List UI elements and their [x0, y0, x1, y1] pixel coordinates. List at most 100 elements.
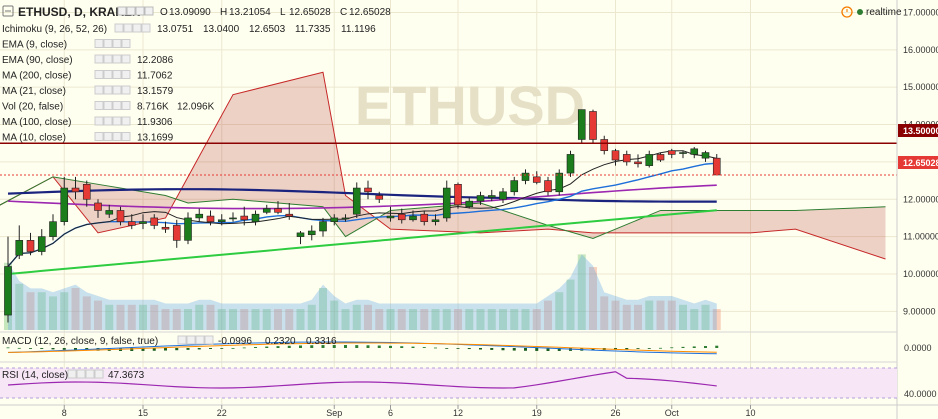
- settings-icon[interactable]: [144, 6, 154, 16]
- candle[interactable]: [521, 169, 530, 185]
- legend-action-icon[interactable]: [94, 116, 104, 126]
- candle[interactable]: [195, 208, 204, 222]
- legend-row[interactable]: MA (10, close) 13.1699: [2, 132, 174, 144]
- candle[interactable]: [262, 204, 271, 215]
- candle[interactable]: [645, 150, 654, 168]
- candle[interactable]: [4, 236, 12, 323]
- candle[interactable]: [667, 148, 676, 159]
- clock-icon[interactable]: [841, 6, 853, 18]
- legend-action-icon[interactable]: [121, 39, 131, 48]
- candle[interactable]: [397, 208, 406, 224]
- legend-action-icon[interactable]: [141, 23, 151, 33]
- candle[interactable]: [71, 176, 80, 200]
- legend-action-icon[interactable]: [103, 70, 113, 79]
- legend-row[interactable]: MA (100, close) 11.9306: [2, 116, 173, 128]
- legend-action-icon[interactable]: [103, 85, 113, 95]
- candle[interactable]: [701, 150, 710, 162]
- candle[interactable]: [532, 171, 541, 185]
- legend-action-icon[interactable]: [112, 70, 122, 79]
- macd-action-icon[interactable]: [204, 335, 214, 345]
- legend-action-icon[interactable]: [94, 101, 104, 110]
- candle[interactable]: [589, 109, 597, 144]
- candle[interactable]: [634, 154, 642, 168]
- candle[interactable]: [487, 189, 496, 202]
- legend-action-icon[interactable]: [112, 85, 122, 95]
- legend-action-icon[interactable]: [94, 54, 104, 64]
- legend-row[interactable]: Vol (20, false) 8.716K 12.096K: [2, 101, 215, 113]
- legend-action-icon[interactable]: [103, 54, 113, 64]
- candle[interactable]: [386, 206, 395, 222]
- indicator-legend[interactable]: Ichimoku (9, 26, 52, 26) 13.0751 13.0400 12…: [2, 23, 376, 144]
- candle[interactable]: [454, 182, 462, 209]
- legend-action-icon[interactable]: [94, 70, 104, 79]
- legend-action-icon[interactable]: [121, 85, 131, 95]
- collapse-icon[interactable]: [2, 5, 14, 17]
- candlesticks[interactable]: [4, 109, 721, 323]
- legend-action-icon[interactable]: [94, 132, 104, 141]
- candle[interactable]: [364, 180, 372, 200]
- candle[interactable]: [622, 150, 631, 166]
- candle[interactable]: [296, 231, 305, 245]
- candle[interactable]: [172, 219, 181, 248]
- legend-action-icon[interactable]: [103, 116, 113, 126]
- candle[interactable]: [37, 229, 46, 256]
- legend-action-icon[interactable]: [103, 39, 113, 48]
- candle[interactable]: [566, 150, 575, 177]
- candle[interactable]: [476, 191, 485, 205]
- candle[interactable]: [251, 210, 260, 226]
- candle[interactable]: [285, 202, 294, 220]
- legend-row[interactable]: MA (21, close) 13.1579: [2, 85, 174, 97]
- legend-row[interactable]: Ichimoku (9, 26, 52, 26) 13.0751 13.0400 12…: [2, 23, 376, 35]
- candle[interactable]: [127, 214, 136, 230]
- legend-row[interactable]: EMA (9, close): [2, 39, 131, 51]
- legend-action-icon[interactable]: [103, 101, 113, 110]
- candle[interactable]: [465, 197, 474, 209]
- legend-action-icon[interactable]: [123, 23, 133, 33]
- macd-action-icon[interactable]: [186, 335, 196, 345]
- legend-action-icon[interactable]: [94, 39, 104, 48]
- candle[interactable]: [499, 188, 507, 203]
- candle[interactable]: [94, 199, 102, 218]
- candle[interactable]: [375, 191, 384, 203]
- candle[interactable]: [26, 232, 35, 256]
- rsi-action-icon[interactable]: [67, 369, 77, 379]
- candle[interactable]: [82, 180, 91, 207]
- candle[interactable]: [679, 150, 687, 159]
- legend-action-icon[interactable]: [132, 23, 142, 33]
- candle[interactable]: [510, 176, 519, 196]
- legend-action-icon[interactable]: [103, 132, 113, 141]
- candle[interactable]: [161, 221, 170, 233]
- legend-action-icon[interactable]: [114, 23, 124, 33]
- legend-action-icon[interactable]: [94, 85, 104, 95]
- candle[interactable]: [240, 206, 249, 226]
- candle[interactable]: [307, 225, 316, 241]
- candle[interactable]: [184, 212, 192, 245]
- legend-row[interactable]: MA (200, close) 11.7062: [2, 70, 173, 82]
- candle[interactable]: [139, 214, 147, 230]
- candle[interactable]: [116, 206, 125, 226]
- candle[interactable]: [206, 210, 215, 226]
- settings-icon[interactable]: [117, 6, 127, 16]
- price-axis[interactable]: 17.0000016.0000015.0000014.0000013.00000…: [896, 0, 938, 419]
- candle[interactable]: [60, 176, 69, 226]
- legend-action-icon[interactable]: [121, 101, 131, 110]
- candle[interactable]: [600, 135, 609, 155]
- macd-action-icon[interactable]: [195, 335, 205, 345]
- candle[interactable]: [409, 210, 417, 222]
- settings-icon[interactable]: [135, 6, 145, 16]
- rsi-legend[interactable]: RSI (14, close) 47.3673: [2, 369, 145, 381]
- symbol-title[interactable]: ETHUSD, D, KRAKEN: [18, 5, 141, 19]
- candle[interactable]: [431, 214, 440, 226]
- legend-row[interactable]: EMA (90, close) 12.2086: [2, 54, 174, 66]
- candle[interactable]: [656, 152, 665, 162]
- candle[interactable]: [217, 214, 226, 226]
- candle[interactable]: [420, 210, 429, 226]
- legend-action-icon[interactable]: [112, 132, 122, 141]
- candle[interactable]: [690, 146, 699, 159]
- legend-action-icon[interactable]: [121, 132, 131, 141]
- candle[interactable]: [577, 109, 586, 144]
- macd-action-icon[interactable]: [177, 335, 187, 345]
- macd-legend[interactable]: MACD (12, 26, close, 9, false, true) -0.0…: [2, 335, 337, 347]
- candle[interactable]: [274, 201, 282, 215]
